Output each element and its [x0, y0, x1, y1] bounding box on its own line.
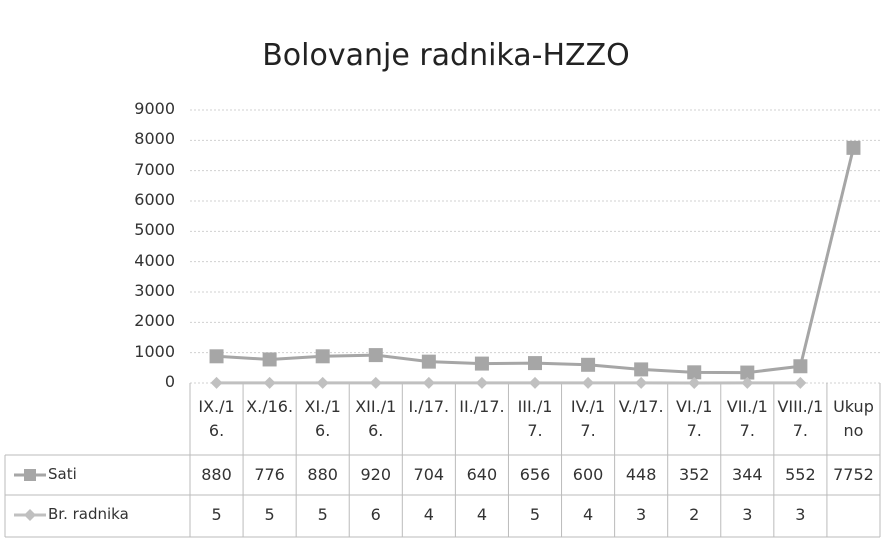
x-tick-label: III./17. [517, 397, 553, 440]
marker [635, 376, 648, 389]
x-tick-label: VII./17. [726, 397, 768, 440]
table-value: 352 [678, 465, 710, 484]
table-value: 5 [317, 505, 328, 524]
table-value: 600 [572, 465, 604, 484]
y-tick-label: 3000 [134, 281, 175, 300]
table-value: 880 [307, 465, 338, 484]
legend-label: Br. radnika [48, 505, 129, 523]
x-tick-label: Ukupno [833, 397, 874, 440]
table-value: 880 [201, 465, 232, 484]
y-tick-label: 5000 [134, 220, 175, 240]
table-value: 3 [636, 505, 647, 524]
marker [528, 356, 542, 371]
marker [316, 376, 329, 389]
table-value: 3 [742, 505, 753, 524]
marker [634, 362, 649, 377]
x-tick-label: VI./17. [676, 397, 713, 440]
marker [794, 376, 807, 389]
marker [368, 348, 383, 363]
table-value: 920 [360, 465, 392, 484]
x-tick-label: I./17. [408, 397, 450, 416]
table-value: 5 [264, 505, 275, 524]
marker [741, 376, 754, 389]
legend-marker [24, 509, 36, 521]
x-tick-label: XII./16. [355, 397, 397, 440]
marker [529, 376, 541, 389]
x-tick-label: XI./16. [304, 397, 341, 440]
marker [315, 349, 330, 364]
table-value: 4 [423, 505, 434, 524]
marker [263, 376, 276, 389]
legend-label: Sati [48, 465, 77, 483]
table-value: 776 [254, 465, 285, 484]
x-tick-label: VIII./17. [777, 397, 824, 440]
marker [474, 356, 489, 371]
marker [793, 359, 808, 374]
marker [422, 376, 435, 389]
table-value: 4 [476, 505, 487, 524]
marker [369, 376, 382, 389]
marker [262, 352, 277, 367]
table-value: 448 [625, 465, 657, 484]
y-tick-label: 9000 [134, 99, 175, 118]
x-tick-label: II./17. [459, 397, 505, 416]
table-value: 5 [529, 505, 541, 524]
y-tick-label: 6000 [134, 190, 175, 209]
x-tick-label: IX./16. [198, 397, 235, 440]
y-tick-label: 2000 [134, 311, 175, 331]
marker [475, 376, 488, 389]
x-tick-label: IV./17. [570, 397, 606, 440]
chart-title: Bolovanje radnika-HZZO [262, 38, 630, 73]
table-value: 4 [582, 505, 594, 524]
legend-marker [24, 469, 36, 481]
marker [209, 349, 224, 364]
marker [687, 365, 702, 380]
table-value: 344 [732, 465, 763, 484]
table-value: 704 [413, 465, 445, 484]
table-value: 6 [370, 505, 381, 524]
table-value: 5 [211, 505, 222, 524]
y-tick-label: 4000 [134, 250, 175, 270]
table-value: 552 [785, 465, 816, 484]
marker [688, 376, 701, 389]
y-tick-label: 8000 [134, 129, 175, 149]
y-tick-label: 7000 [134, 159, 175, 179]
marker [582, 376, 595, 389]
table-value: 2 [689, 505, 700, 524]
marker [740, 365, 755, 380]
marker [846, 140, 861, 155]
marker [581, 357, 596, 372]
table-value: 640 [466, 465, 498, 484]
table-value: 656 [519, 465, 551, 484]
table-value: 7752 [833, 465, 874, 484]
series-line [216, 147, 855, 375]
y-tick-label: 1000 [134, 341, 175, 361]
table-value: 3 [795, 505, 806, 524]
marker [210, 376, 223, 389]
y-tick-label: 0 [164, 372, 175, 391]
x-tick-label: X./16. [246, 397, 294, 416]
marker [421, 354, 436, 369]
x-tick-label: V./17. [618, 397, 664, 416]
